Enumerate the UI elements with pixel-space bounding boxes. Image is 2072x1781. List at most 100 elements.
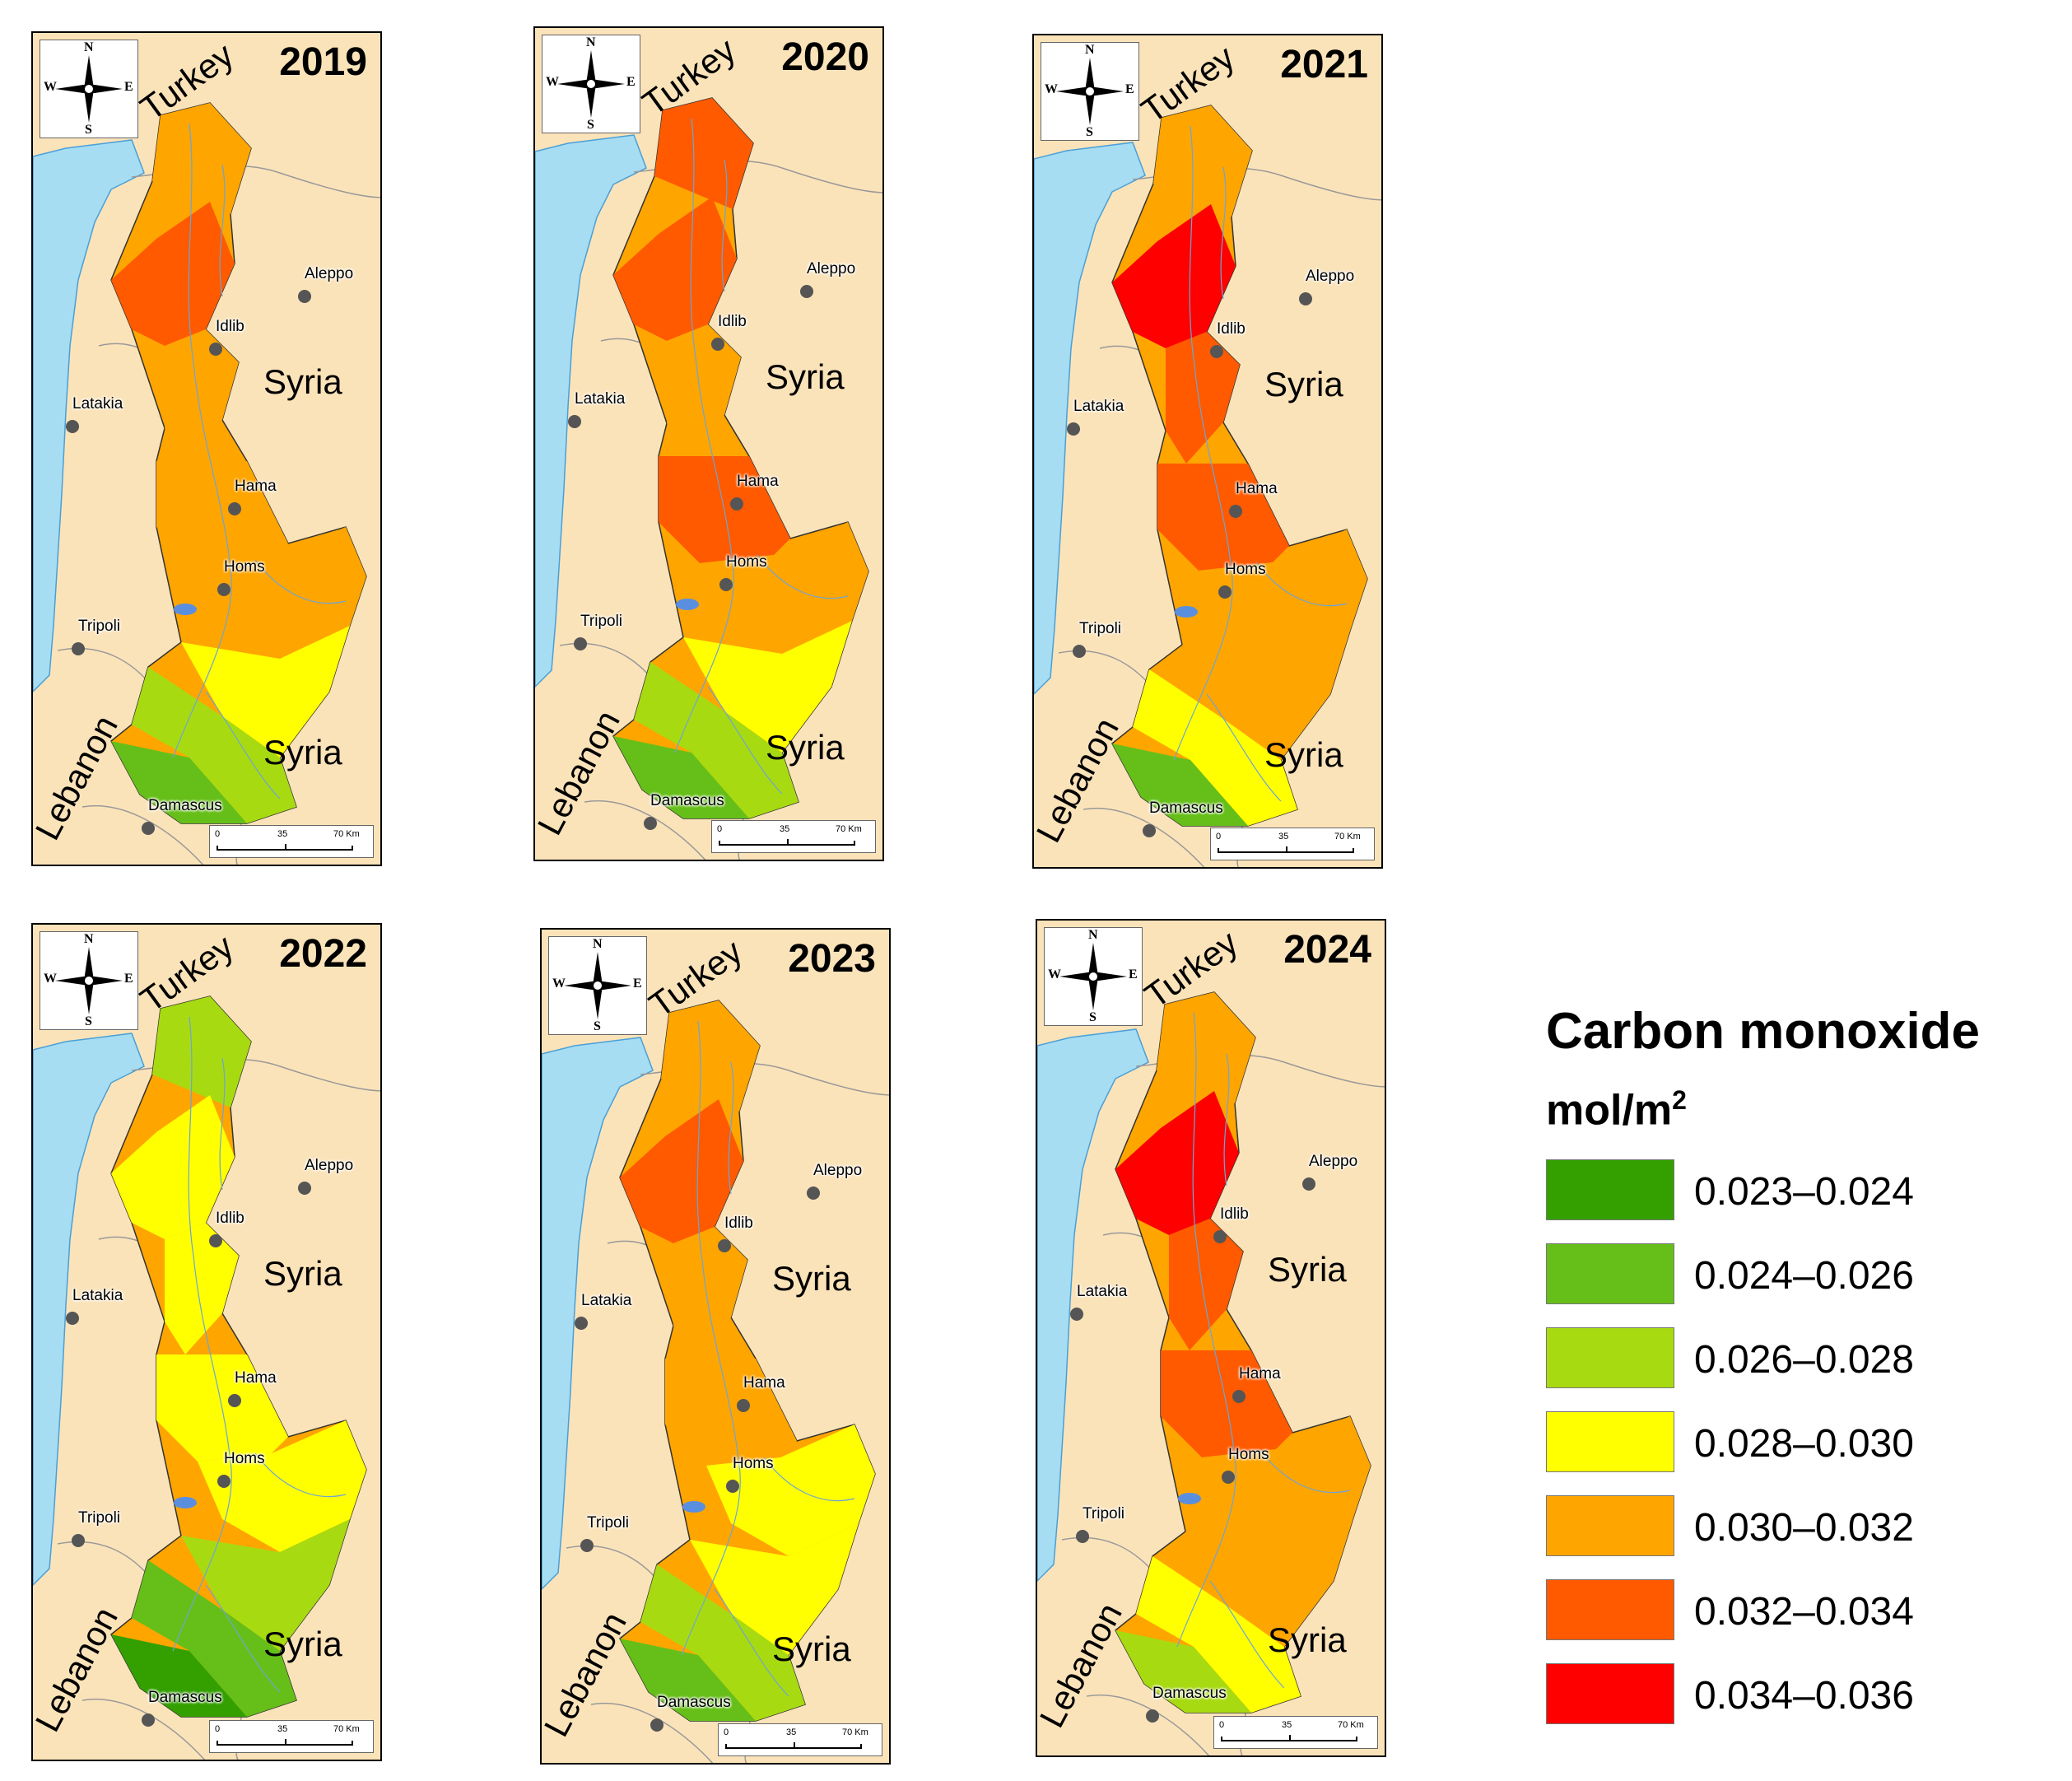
- scale-tick-label: 35: [786, 1727, 797, 1737]
- co-zone-z6: [181, 1519, 350, 1651]
- co-zone-z3: [1169, 1219, 1243, 1350]
- lake: [1175, 606, 1198, 618]
- compass-rose-icon: N S E W: [548, 936, 647, 1035]
- city-label-aleppo: Aleppo: [305, 1157, 354, 1174]
- scale-tick-label: 70 Km: [836, 824, 862, 834]
- lake: [174, 1497, 197, 1508]
- city-label-damascus: Damascus: [148, 1689, 222, 1706]
- co-zone-z8: [613, 736, 749, 818]
- city-label-damascus: Damascus: [650, 792, 724, 809]
- scale-tick-label: 70 Km: [842, 1727, 868, 1737]
- city-label-damascus: Damascus: [657, 1694, 731, 1711]
- compass-e-label: E: [124, 80, 133, 94]
- scale-tick-label: 35: [277, 1724, 288, 1734]
- scale-bar-mid-tick: [794, 1742, 795, 1747]
- scale-bar: 0 35 70 Km: [1213, 1716, 1378, 1749]
- legend-label: 0.024–0.026: [1694, 1254, 1914, 1298]
- co-zone-z6: [683, 621, 852, 753]
- co-zone-z6: [690, 1523, 859, 1655]
- scale-bar: 0 35 70 Km: [718, 1723, 882, 1756]
- scale-bar-line: [1218, 846, 1354, 853]
- co-zone-z6: [1185, 1515, 1354, 1647]
- scale-tick-label: 35: [1278, 832, 1289, 842]
- city-marker-icon: [1222, 1471, 1235, 1484]
- map-graphic: [542, 1000, 889, 1763]
- river-line: [674, 118, 734, 753]
- city-label-aleppo: Aleppo: [1306, 268, 1355, 285]
- scale-bar-mid-tick: [1286, 846, 1287, 851]
- co-zone-z1: [1153, 105, 1252, 217]
- legend: Carbon monoxide mol/m2 0.023–0.024 0.024–…: [1546, 1006, 2056, 1747]
- scale-tick-label: 70 Km: [333, 1724, 360, 1734]
- co-zone-z2: [111, 202, 235, 346]
- city-label-damascus: Damascus: [148, 797, 222, 814]
- compass-w-label: W: [1045, 82, 1058, 96]
- legend-label: 0.028–0.030: [1694, 1422, 1914, 1466]
- scale-tick-label: 0: [1216, 832, 1222, 842]
- city-marker-icon: [1210, 345, 1223, 358]
- city-marker-icon: [568, 415, 581, 428]
- compass-rose-icon: N S E W: [40, 40, 138, 138]
- sea-area: [33, 139, 145, 693]
- lake: [676, 599, 699, 610]
- map-graphic: [1034, 105, 1381, 867]
- legend-label: 0.034–0.036: [1694, 1674, 1914, 1718]
- city-marker-icon: [1213, 1230, 1227, 1243]
- compass-w-label: W: [44, 80, 57, 94]
- compass-n-label: N: [84, 932, 94, 946]
- river-line: [1223, 1053, 1230, 1187]
- lake: [174, 604, 197, 615]
- country-label-syria-south: Syria: [1264, 735, 1343, 774]
- co-zone-z5: [1199, 529, 1367, 661]
- city-marker-icon: [142, 1713, 155, 1727]
- legend-item: 0.024–0.026: [1546, 1243, 2056, 1327]
- compass-e-label: E: [1129, 967, 1138, 981]
- city-label-hama: Hama: [1236, 480, 1278, 497]
- co-zone-z8: [111, 741, 247, 823]
- city-marker-icon: [66, 1312, 79, 1325]
- scale-tick-label: 0: [717, 824, 723, 834]
- compass-w-label: W: [552, 977, 566, 991]
- legend-item: 0.026–0.028: [1546, 1327, 2056, 1411]
- compass-star-icon: [1056, 58, 1124, 125]
- map-graphic: [535, 97, 882, 860]
- compass-n-label: N: [593, 937, 603, 951]
- legend-label: 0.023–0.024: [1694, 1170, 1914, 1215]
- lake: [682, 1501, 705, 1513]
- city-label-homs: Homs: [224, 1450, 265, 1467]
- co-zone-z3: [667, 324, 741, 456]
- legend-swatch: [1546, 1159, 1674, 1221]
- river-line: [1259, 1448, 1351, 1494]
- co-zone-z2: [1112, 204, 1236, 348]
- map-panel-2022: N S E W 2022 Turkey Syria Syria Lebanon Aleppo Idl…: [31, 923, 382, 1761]
- scale-tick-label: 35: [277, 829, 288, 839]
- city-marker-icon: [711, 338, 724, 351]
- co-zone-z3: [673, 1227, 747, 1359]
- city-marker-icon: [644, 817, 657, 830]
- scale-tick-label: 0: [1219, 1720, 1225, 1730]
- river-line: [254, 1452, 347, 1498]
- legend-label: 0.026–0.028: [1694, 1338, 1914, 1382]
- compass-w-label: W: [1048, 967, 1061, 981]
- legend-item: 0.034–0.036: [1546, 1663, 2056, 1747]
- scale-tick-label: 35: [780, 824, 790, 834]
- city-marker-icon: [298, 290, 311, 303]
- city-marker-icon: [72, 642, 85, 655]
- scale-bar-line: [217, 1739, 353, 1746]
- compass-star-icon: [55, 947, 123, 1014]
- city-marker-icon: [1302, 1177, 1315, 1191]
- city-label-tripoli: Tripoli: [78, 1509, 121, 1527]
- legend-swatch: [1546, 1663, 1674, 1725]
- city-label-idlib: Idlib: [216, 1210, 244, 1227]
- year-label: 2022: [279, 932, 367, 976]
- city-label-latakia: Latakia: [72, 395, 123, 413]
- compass-s-label: S: [85, 1014, 92, 1028]
- country-label-syria-south: Syria: [263, 1625, 342, 1663]
- city-marker-icon: [718, 1239, 731, 1252]
- legend-swatch: [1546, 1243, 1674, 1305]
- co-zone-z6: [181, 626, 350, 758]
- city-label-latakia: Latakia: [1077, 1283, 1128, 1300]
- city-marker-icon: [719, 578, 733, 591]
- city-label-homs: Homs: [726, 553, 767, 571]
- city-label-latakia: Latakia: [1073, 398, 1124, 415]
